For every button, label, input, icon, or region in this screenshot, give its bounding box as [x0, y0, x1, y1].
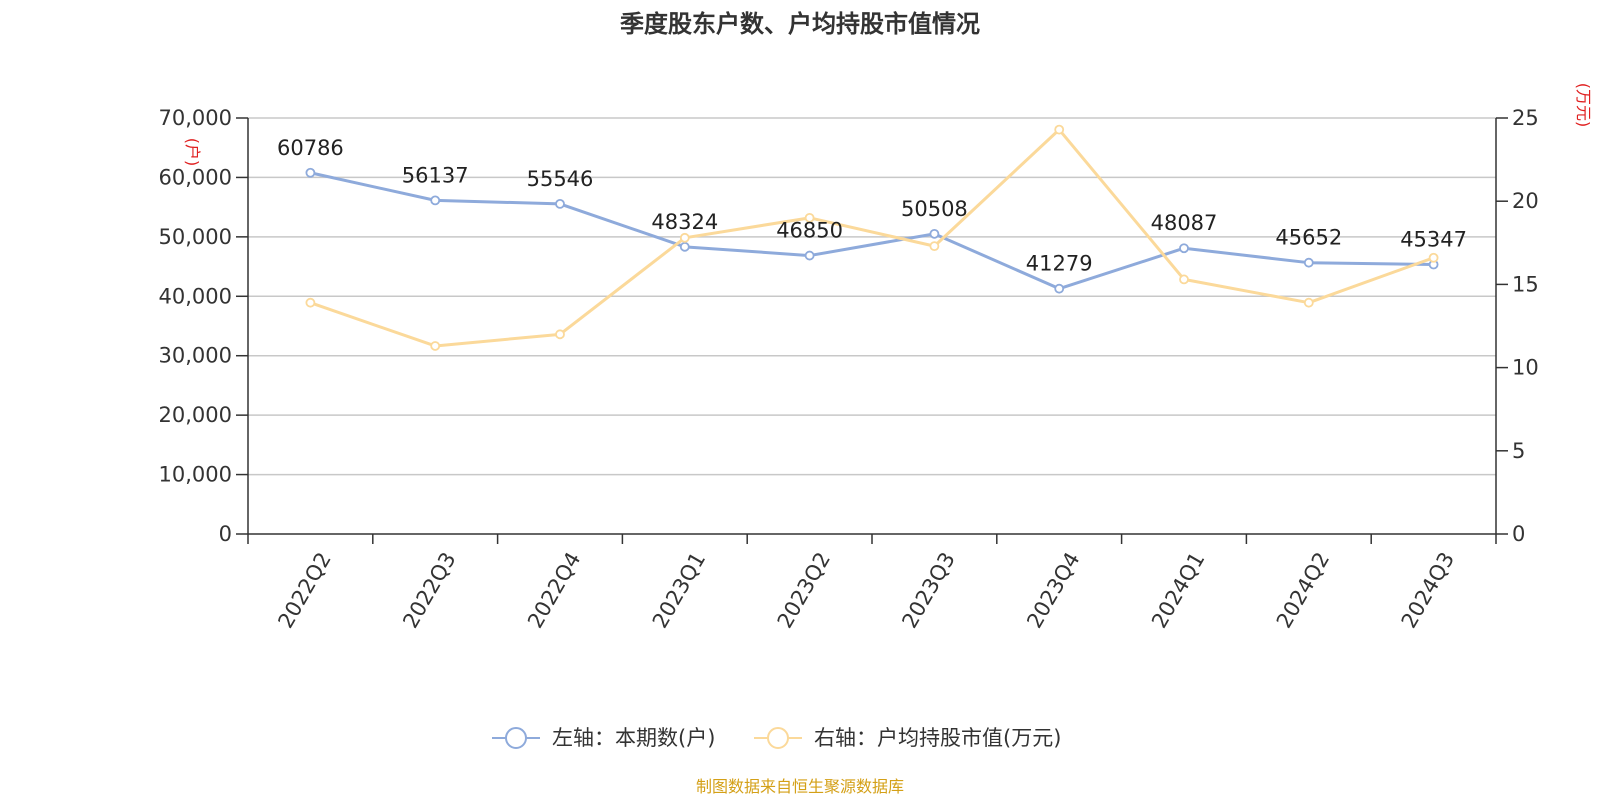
right-axis-tick-label: 10 — [1512, 356, 1539, 380]
series-point-1 — [804, 250, 815, 261]
legend-item-right-series[interactable]: 右轴：户均持股市值(万元) — [754, 726, 1061, 750]
left-axis-tick-label: 70,000 — [159, 106, 232, 130]
series-point-2 — [1054, 124, 1065, 135]
legend-marker-icon — [505, 727, 527, 749]
chart-title: 季度股东户数、户均持股市值情况 — [620, 10, 980, 38]
series-point-1 — [1179, 243, 1189, 254]
series-point-2 — [804, 212, 815, 223]
series-point-1 — [1303, 257, 1314, 268]
right-axis-tick-label: 25 — [1512, 106, 1539, 130]
x-axis-tick-label: 2022Q3 — [398, 548, 460, 632]
series-point-2 — [1303, 297, 1314, 308]
data-label: 41279 — [1026, 252, 1093, 276]
series-point-2 — [555, 329, 565, 340]
x-axis-tick-label: 2023Q2 — [773, 548, 835, 632]
x-axis-tick-label: 2024Q1 — [1147, 548, 1209, 632]
right-axis-tick-label: 20 — [1512, 189, 1539, 213]
data-label: 45347 — [1400, 228, 1467, 252]
data-label: 45652 — [1275, 226, 1342, 250]
series-point-2 — [679, 232, 690, 243]
series-point-2 — [430, 341, 441, 351]
grid-layer — [248, 117, 1496, 476]
series-point-2 — [1179, 274, 1189, 285]
series-point-2 — [305, 297, 316, 308]
series-line-1 — [310, 171, 1434, 291]
left-axis-tick-label: 60,000 — [159, 165, 232, 189]
x-axis-tick-label: 2023Q4 — [1022, 548, 1084, 632]
right-axis-tick-label: 0 — [1512, 522, 1525, 546]
data-label: 55546 — [527, 167, 594, 191]
series-point-1 — [929, 228, 940, 239]
left-axis-tick-label: 20,000 — [159, 403, 232, 427]
label-layer: 60786 56137 55546 48324 46850 50508 41279 48087… — [277, 136, 1467, 276]
right-axis-unit: (万元) — [1574, 83, 1593, 128]
x-axis-tick-label: 2024Q2 — [1272, 548, 1334, 632]
legend-label-right-series: 右轴：户均持股市值(万元) — [814, 726, 1061, 750]
right-axis-tick-label: 5 — [1512, 439, 1525, 463]
series-point-1 — [1054, 283, 1065, 294]
left-axis-tick-label: 10,000 — [159, 463, 232, 487]
series-point-1 — [430, 195, 441, 206]
legend-item-left-series[interactable]: 左轴：本期数(户) — [492, 726, 715, 750]
data-label: 46850 — [776, 219, 843, 243]
data-label: 60786 — [277, 136, 344, 160]
series-layer — [305, 124, 1439, 351]
legend-marker-icon — [767, 727, 789, 749]
data-label: 48087 — [1151, 211, 1218, 235]
left-axis-tick-label: 30,000 — [159, 344, 232, 368]
data-label: 56137 — [402, 163, 469, 187]
x-axis-tick-label: 2024Q3 — [1397, 548, 1459, 632]
left-axis-tick-label: 40,000 — [159, 284, 232, 308]
left-axis-tick-label: 0 — [219, 522, 232, 546]
series-point-2 — [929, 241, 940, 252]
x-axis-tick-label: 2023Q1 — [648, 548, 710, 632]
source-note: 制图数据来自恒生聚源数据库 — [696, 777, 904, 796]
legend-label-left-series: 左轴：本期数(户) — [552, 726, 715, 750]
data-label: 50508 — [901, 197, 968, 221]
left-axis-tick-label: 50,000 — [159, 225, 232, 249]
right-axis-tick-label: 15 — [1512, 272, 1539, 296]
x-axis-tick-label: 2022Q4 — [523, 548, 585, 632]
x-axis-tick-label: 2023Q3 — [897, 548, 959, 632]
series-point-1 — [555, 198, 565, 209]
legend: 左轴：本期数(户) 右轴：户均持股市值(万元) — [492, 726, 1061, 750]
x-axis-tick-label: 2022Q2 — [273, 548, 335, 632]
series-line-2 — [309, 128, 1435, 348]
left-axis-unit: (户) — [183, 138, 202, 167]
series-point-1 — [305, 167, 316, 178]
data-label: 48324 — [651, 210, 718, 234]
series-point-2 — [1428, 252, 1439, 263]
series-point-1 — [679, 241, 690, 252]
